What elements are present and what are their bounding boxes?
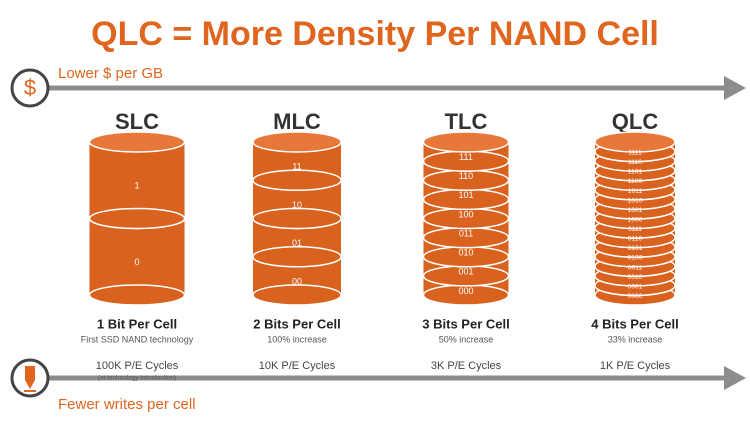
- disk-bottom: [88, 207, 186, 230]
- bit-label: 011: [459, 228, 473, 238]
- note: (at technology introduction): [98, 375, 176, 382]
- cycles: 3K P/E Cycles: [431, 360, 502, 372]
- bit-label: 0100: [628, 255, 643, 262]
- disk-bottom: [252, 169, 342, 191]
- bit-label: 11: [292, 162, 301, 172]
- caption: 3 Bits Per Cell: [422, 316, 509, 331]
- bit-label: 1010: [628, 197, 643, 204]
- bit-label: 0: [134, 257, 139, 267]
- bit-label: 0010: [628, 274, 643, 281]
- disk-body: [89, 142, 185, 219]
- bottom-arrow-label: Fewer writes per cell: [58, 396, 196, 413]
- bit-label: 1001: [628, 207, 643, 214]
- cycles: 100K P/E Cycles: [96, 360, 179, 372]
- bit-label: 010: [458, 248, 473, 258]
- bit-label: 10: [292, 200, 302, 210]
- arrow-head: [724, 76, 746, 100]
- column-heading: QLC: [612, 109, 659, 134]
- bit-label: 0111: [628, 226, 642, 233]
- cylinder: [88, 131, 186, 306]
- caption: 1 Bit Per Cell: [97, 316, 177, 331]
- top-arrow-label: Lower $ per GB: [58, 65, 163, 82]
- arrow-head: [724, 366, 746, 390]
- disk-bottom: [88, 284, 186, 306]
- bit-label: 000: [458, 286, 473, 296]
- bit-label: 1100: [628, 178, 643, 185]
- caption: 2 Bits Per Cell: [253, 316, 340, 331]
- bit-label: 1110: [628, 159, 642, 166]
- disk-bottom: [252, 207, 342, 230]
- bit-label: 00: [292, 276, 302, 286]
- bit-label: 110: [459, 171, 473, 181]
- caption: 4 Bits Per Cell: [591, 316, 678, 331]
- bit-label: 0000: [628, 293, 643, 300]
- subcaption: First SSD NAND technology: [81, 334, 194, 344]
- column-heading: SLC: [115, 109, 159, 134]
- pen-icon: [24, 366, 36, 392]
- disk-top: [252, 131, 342, 153]
- bit-label: 1000: [628, 216, 643, 223]
- dollar-icon: $: [24, 75, 36, 100]
- cylinder: [594, 131, 676, 306]
- cycles: 10K P/E Cycles: [259, 360, 336, 372]
- disk-top: [594, 131, 676, 153]
- bit-label: 100: [458, 209, 473, 219]
- disk-top: [88, 131, 186, 153]
- bit-label: 001: [458, 267, 473, 277]
- disk-top: [422, 131, 510, 153]
- disk-bottom: [252, 284, 342, 306]
- disk-bottom: [252, 246, 342, 268]
- column-heading: TLC: [445, 109, 488, 134]
- bit-label: 0101: [628, 245, 643, 252]
- cylinder: [422, 131, 510, 306]
- bit-label: 0110: [628, 236, 643, 243]
- subcaption: 50% increase: [439, 334, 494, 344]
- cylinder: [252, 131, 342, 306]
- bit-label: 0001: [628, 283, 643, 290]
- bit-label: 1011: [628, 188, 643, 195]
- bit-label: 1101: [628, 169, 643, 176]
- subcaption: 33% increase: [608, 334, 663, 344]
- bit-label: 0011: [628, 264, 643, 271]
- cycles: 1K P/E Cycles: [600, 360, 671, 372]
- column-heading: MLC: [273, 109, 321, 134]
- bit-label: 101: [458, 190, 473, 200]
- bit-label: 01: [292, 238, 302, 248]
- icon-circle: [10, 68, 50, 108]
- subcaption: 100% increase: [267, 334, 327, 344]
- disk-body: [89, 218, 185, 295]
- title: QLC = More Density Per NAND Cell: [91, 15, 659, 53]
- bit-label: 1: [134, 181, 139, 191]
- bit-label: 111: [459, 152, 473, 162]
- bit-label: 1111: [628, 150, 642, 157]
